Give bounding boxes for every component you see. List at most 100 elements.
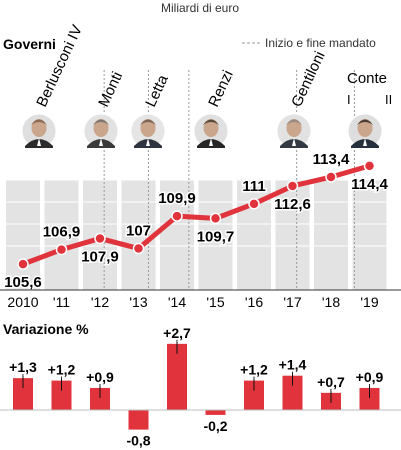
data-point xyxy=(132,242,145,255)
portrait-face xyxy=(140,119,156,137)
legend-label: Inizio e fine mandato xyxy=(265,36,376,50)
data-point xyxy=(325,171,337,183)
government-name: Conte xyxy=(347,70,387,87)
x-tick-label: '12 xyxy=(91,294,109,310)
value-label: 106,9 xyxy=(43,224,81,241)
background-bar xyxy=(44,180,79,290)
x-tick-label: '17 xyxy=(283,294,301,310)
government-phase: II xyxy=(385,92,392,107)
portrait-berlusconi-iv xyxy=(21,113,57,149)
portrait-face xyxy=(286,119,302,137)
data-point xyxy=(248,198,260,210)
x-tick-label: '18 xyxy=(322,294,340,310)
variation-bar xyxy=(205,410,226,415)
portrait-face xyxy=(31,119,47,137)
background-bar xyxy=(6,180,40,290)
variation-label: +2,7 xyxy=(163,325,191,341)
variation-label: +1,2 xyxy=(240,362,268,378)
value-label: 107,9 xyxy=(81,248,119,265)
background-bar xyxy=(198,180,233,290)
background-bar xyxy=(160,180,194,290)
value-label: 113,4 xyxy=(313,151,350,168)
revenue-line xyxy=(22,163,371,267)
value-label: 109,7 xyxy=(197,228,235,245)
variation-label: +0,9 xyxy=(356,369,384,385)
value-label: 107 xyxy=(126,223,151,240)
variation-bar xyxy=(51,380,72,410)
background-bar xyxy=(314,180,348,290)
data-point xyxy=(55,243,68,256)
portrait-hair xyxy=(93,119,109,125)
value-label: 114,4 xyxy=(351,176,388,193)
x-tick-label: '13 xyxy=(129,294,147,310)
x-tick-label: '11 xyxy=(53,294,70,310)
value-label: 111 xyxy=(242,178,265,195)
data-point xyxy=(209,212,222,225)
x-tick-label: 2010 xyxy=(7,294,38,310)
series-line xyxy=(17,160,376,270)
portrait-shirt xyxy=(99,138,103,146)
portrait-shirt xyxy=(363,138,367,146)
background-bar xyxy=(275,180,310,290)
background-bar xyxy=(121,180,156,290)
variation-bar xyxy=(13,378,33,410)
variation-bar xyxy=(167,343,187,410)
value-label: 112,6 xyxy=(274,196,311,213)
portrait-hair xyxy=(203,119,219,125)
portrait-hair xyxy=(31,119,47,125)
variation-label: +1,2 xyxy=(48,362,76,378)
government-phase: I xyxy=(347,92,351,107)
portrait-shirt xyxy=(292,138,296,146)
mandate-lines xyxy=(103,70,355,290)
government-name: Monti xyxy=(95,69,126,109)
government-name: Letta xyxy=(142,72,172,110)
x-tick-label: '14 xyxy=(168,294,186,310)
value-label: 105,6 xyxy=(4,274,42,291)
variation-label: +0,9 xyxy=(86,369,114,385)
variation-label: -0,8 xyxy=(126,433,150,449)
portrait-shirt xyxy=(209,138,213,146)
variation-bar xyxy=(244,380,264,410)
government-name: Renzi xyxy=(205,68,237,110)
variation-label: -0,2 xyxy=(203,418,227,434)
data-point xyxy=(94,232,106,245)
portrait-hair xyxy=(357,119,373,125)
value-label: 109,9 xyxy=(158,190,196,207)
variation-bar xyxy=(282,375,303,410)
data-point xyxy=(286,180,299,192)
portrait-face xyxy=(93,119,109,137)
portrait-hair xyxy=(140,119,156,125)
portrait-face xyxy=(357,119,373,137)
variation-bar xyxy=(128,410,149,430)
variation-bar xyxy=(359,387,380,410)
portrait-shirt xyxy=(37,138,41,146)
variation-title: Variazione % xyxy=(3,321,89,337)
data-point xyxy=(17,258,29,270)
variation-label: +1,4 xyxy=(279,357,307,373)
government-name: Gentiloni xyxy=(288,49,328,110)
variation-label: +0,7 xyxy=(317,374,345,390)
background-bar xyxy=(352,180,387,290)
x-axis-ticks: 2010 '11 '12 '13 '14 '15 '16 '17 '18 '19 xyxy=(7,294,378,310)
portrait-renzi xyxy=(193,113,229,149)
unit-note: Miliardi di euro xyxy=(161,1,239,15)
x-tick-label: '19 xyxy=(360,294,378,310)
x-tick-label: '15 xyxy=(206,294,224,310)
variation-bar xyxy=(90,387,110,410)
variation-bars: +1,3 +1,2 +0,9 -0,8 +2,7 -0,2 +1,2 +1,4 +0,7 +0,9 xyxy=(0,323,401,450)
data-point xyxy=(171,210,183,222)
portrait-shirt xyxy=(146,138,150,146)
portrait-gentiloni xyxy=(276,113,312,149)
data-point xyxy=(363,160,376,172)
variation-label: +1,3 xyxy=(9,359,37,375)
background-bars xyxy=(6,180,387,290)
governments-title: Governi xyxy=(3,36,56,52)
portrait-monti xyxy=(83,113,119,149)
portrait-hair xyxy=(286,119,302,125)
x-tick-label: '16 xyxy=(245,294,263,310)
portrait-conte xyxy=(347,113,383,149)
portrait-letta xyxy=(130,113,166,149)
portrait-face xyxy=(203,119,219,137)
